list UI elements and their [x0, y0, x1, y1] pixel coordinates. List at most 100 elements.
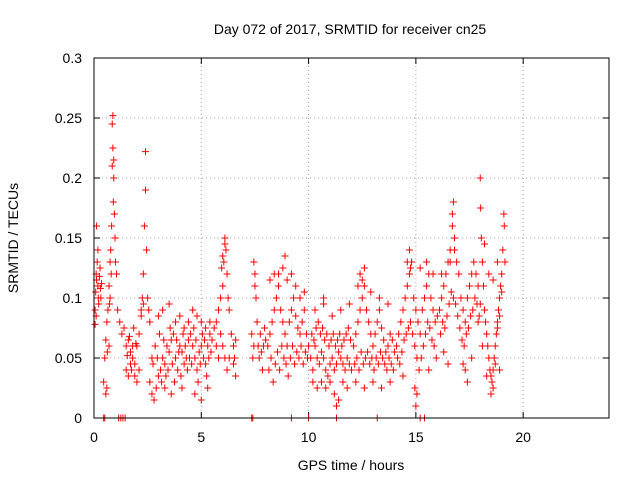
- data-point: [301, 348, 309, 356]
- data-point: [153, 354, 161, 362]
- data-point: [492, 330, 500, 338]
- data-point: [457, 294, 465, 302]
- data-point: [430, 342, 438, 350]
- data-point: [476, 300, 484, 308]
- data-point: [454, 312, 462, 320]
- data-point: [114, 306, 122, 314]
- data-point: [222, 246, 230, 254]
- data-point: [487, 390, 495, 398]
- data-point: [335, 396, 343, 404]
- data-point: [270, 270, 278, 278]
- data-point: [344, 324, 352, 332]
- data-point: [111, 258, 119, 266]
- data-point: [164, 366, 172, 374]
- data-point: [203, 372, 211, 380]
- data-point: [172, 318, 180, 326]
- data-point: [283, 276, 291, 284]
- data-point: [96, 264, 104, 272]
- data-point: [466, 282, 474, 290]
- data-point: [476, 174, 484, 182]
- data-point: [169, 330, 177, 338]
- y-tick-label: 0.2: [63, 170, 83, 186]
- data-point: [498, 288, 506, 296]
- data-point: [315, 360, 323, 368]
- y-tick-label: 0.15: [55, 230, 82, 246]
- data-point: [158, 378, 166, 386]
- data-point: [175, 348, 183, 356]
- data-point: [475, 312, 483, 320]
- data-point: [342, 330, 350, 338]
- data-point: [107, 246, 115, 254]
- data-point: [460, 342, 468, 350]
- data-point: [229, 360, 237, 368]
- data-point: [225, 306, 233, 314]
- data-point: [196, 360, 204, 368]
- data-point: [191, 390, 199, 398]
- y-tick-label: 0.25: [55, 110, 82, 126]
- data-point: [386, 378, 394, 386]
- data-point: [100, 378, 108, 386]
- data-point: [172, 354, 180, 362]
- data-point: [137, 312, 145, 320]
- data-point: [418, 306, 426, 314]
- data-point: [411, 384, 419, 392]
- data-point: [390, 348, 398, 356]
- data-point: [400, 336, 408, 344]
- data-point: [312, 324, 320, 332]
- data-point: [270, 306, 278, 314]
- data-point: [125, 332, 133, 340]
- data-point: [131, 372, 139, 380]
- data-point: [311, 306, 319, 314]
- data-point: [369, 378, 377, 386]
- data-point: [412, 306, 420, 314]
- data-point: [97, 294, 105, 302]
- data-point: [332, 402, 340, 410]
- data-point: [419, 342, 427, 350]
- data-point: [102, 390, 110, 398]
- data-point: [212, 318, 220, 326]
- data-point: [261, 324, 269, 332]
- data-point: [291, 360, 299, 368]
- data-point: [249, 354, 257, 362]
- data-point: [381, 360, 389, 368]
- data-point: [177, 372, 185, 380]
- data-point: [361, 354, 369, 362]
- data-point: [251, 270, 259, 278]
- data-point: [461, 318, 469, 326]
- data-point: [332, 360, 340, 368]
- data-point: [388, 336, 396, 344]
- data-point: [110, 156, 118, 164]
- data-point: [229, 342, 237, 350]
- data-point: [255, 354, 263, 362]
- data-point: [322, 366, 330, 374]
- data-point: [399, 372, 407, 380]
- data-point: [384, 342, 392, 350]
- data-point: [310, 336, 318, 344]
- data-point: [176, 312, 184, 320]
- data-point: [424, 318, 432, 326]
- data-point: [350, 342, 358, 350]
- x-tick-label: 20: [515, 429, 531, 445]
- data-point: [232, 372, 240, 380]
- data-point: [407, 318, 415, 326]
- data-point: [448, 222, 456, 230]
- data-point: [92, 288, 100, 296]
- data-point: [356, 270, 364, 278]
- data-point: [496, 312, 504, 320]
- data-point: [500, 210, 508, 218]
- data-point: [221, 240, 229, 248]
- data-point: [395, 330, 403, 338]
- data-point: [494, 306, 502, 314]
- data-point: [103, 384, 111, 392]
- data-point: [385, 354, 393, 362]
- data-point: [444, 360, 452, 368]
- data-point: [170, 378, 178, 386]
- data-point: [414, 318, 422, 326]
- data-point: [202, 324, 210, 332]
- data-point: [265, 366, 273, 374]
- data-point: [426, 324, 434, 332]
- data-point: [148, 390, 156, 398]
- data-point: [358, 276, 366, 284]
- data-point: [197, 396, 205, 404]
- data-point: [219, 342, 227, 350]
